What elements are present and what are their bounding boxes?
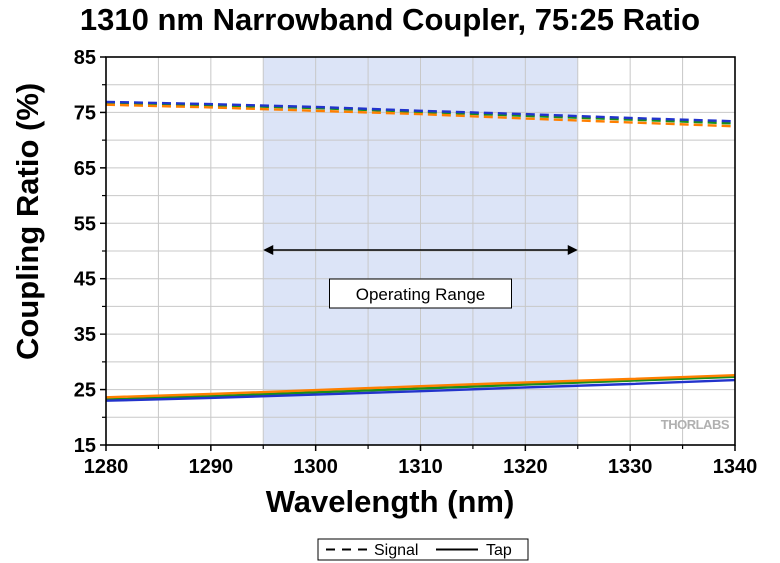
signal-series-line: [105, 100, 736, 123]
tap-series-line: [105, 378, 736, 402]
signal-series-line: [105, 103, 736, 128]
chart-title: 1310 nm Narrowband Coupler, 75:25 Ratio: [79, 2, 701, 37]
x-tick-label: 1340: [713, 456, 758, 478]
x-tick-label: 1300: [293, 456, 338, 478]
x-axis-label: Wavelength (nm): [265, 484, 515, 519]
y-tick-label: 45: [74, 269, 96, 291]
arrow-head-left: [263, 245, 274, 255]
y-tick-label: 15: [74, 435, 96, 457]
y-tick-label: 75: [74, 102, 96, 124]
legend-label-signal: Signal: [374, 542, 418, 559]
x-tick-label: 1310: [398, 456, 443, 478]
y-tick-label: 55: [74, 213, 96, 235]
tap-series-line: [105, 374, 736, 399]
operating-range-label-box: [329, 278, 512, 309]
tap-series-line: [105, 375, 736, 401]
y-tick-label: 85: [74, 47, 96, 69]
arrow-head-right: [567, 245, 578, 255]
y-tick-label: 35: [74, 324, 96, 346]
thorlabs-watermark: THORLABS: [661, 417, 730, 432]
y-tick-label: 25: [74, 380, 96, 402]
legend-box: [317, 538, 529, 561]
x-tick-label: 1290: [189, 456, 234, 478]
x-tick-label: 1330: [608, 456, 653, 478]
x-tick-label: 1280: [84, 456, 129, 478]
y-tick-label: 65: [74, 158, 96, 180]
x-tick-label: 1320: [503, 456, 548, 478]
legend-label-tap: Tap: [486, 542, 512, 559]
operating-range-label: Operating Range: [356, 285, 485, 304]
